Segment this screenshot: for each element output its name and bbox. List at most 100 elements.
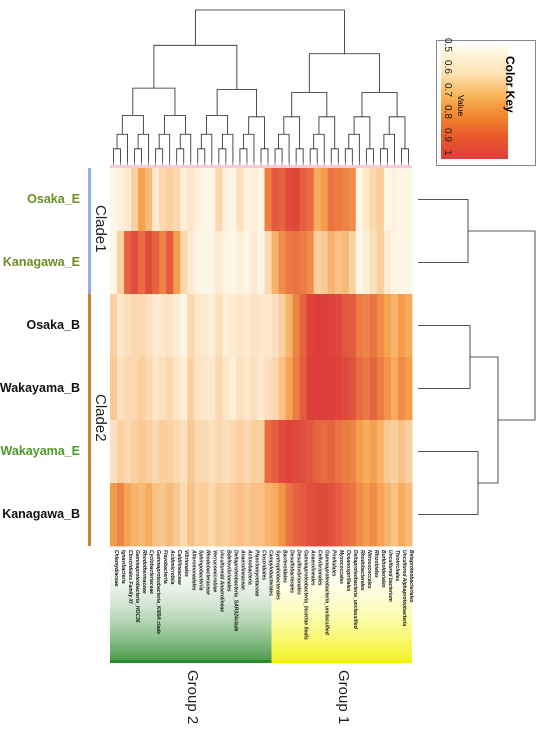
clade-label: Clade2 bbox=[92, 394, 109, 442]
heatmap-cell bbox=[369, 168, 378, 232]
heatmap-cell bbox=[285, 357, 294, 421]
heatmap-cell bbox=[299, 483, 308, 547]
heatmap-cell bbox=[194, 294, 202, 358]
color-key-tick: 0.9 bbox=[442, 127, 453, 142]
heatmap-cell bbox=[194, 483, 202, 547]
column-label: Gammaproteobacteria_unclassified bbox=[324, 550, 330, 636]
column-dendrogram-branch bbox=[155, 148, 164, 162]
column-dendrogram-branch bbox=[121, 115, 144, 135]
heatmap-cell bbox=[131, 294, 139, 358]
heatmap-cell bbox=[271, 420, 279, 484]
heatmap-cell bbox=[250, 357, 258, 421]
heatmap-cell bbox=[257, 231, 265, 295]
heatmap-cell bbox=[320, 294, 329, 358]
heatmap-cell bbox=[110, 168, 118, 232]
column-dendrogram-branch bbox=[221, 133, 234, 162]
heatmap-cell bbox=[166, 168, 174, 232]
clade-bar bbox=[88, 168, 91, 294]
column-dendrogram-branch bbox=[308, 53, 380, 93]
column-dendrogram-branch bbox=[239, 148, 248, 162]
heatmap-cell bbox=[187, 420, 195, 484]
column-dendrogram-branch bbox=[260, 148, 269, 162]
heatmap-cell bbox=[264, 357, 272, 421]
heatmap-cell bbox=[285, 168, 294, 232]
column-label: Unculturedd Anaerolineae bbox=[218, 550, 224, 612]
heatmap-cell bbox=[355, 231, 364, 295]
heatmap-cell bbox=[152, 168, 160, 232]
group-bar bbox=[110, 660, 272, 663]
heatmap-cell bbox=[229, 357, 237, 421]
heatmap-cell bbox=[341, 483, 350, 547]
heatmap-cell bbox=[166, 231, 174, 295]
heatmap-cell bbox=[355, 168, 364, 232]
column-label: Desulfobacterales bbox=[289, 550, 295, 593]
heatmap-cell bbox=[362, 483, 371, 547]
heatmap-cell bbox=[159, 357, 167, 421]
heatmap-cell bbox=[264, 483, 272, 547]
heatmap-cell bbox=[320, 231, 329, 295]
row-label: Osaka_E bbox=[27, 191, 80, 206]
heatmap-cell bbox=[250, 231, 258, 295]
heatmap-cell bbox=[341, 294, 350, 358]
column-dendrogram-branch bbox=[206, 115, 229, 135]
row-label: Wakayama_B bbox=[0, 380, 80, 395]
heatmap-cell bbox=[208, 231, 216, 295]
heatmap-cell bbox=[229, 231, 237, 295]
heatmap-cell bbox=[285, 231, 294, 295]
column-dendrogram-branch bbox=[113, 148, 121, 162]
heatmap-cell bbox=[362, 294, 371, 358]
heatmap-cell bbox=[138, 483, 146, 547]
heatmap-cell bbox=[278, 168, 286, 232]
heatmap-cell bbox=[180, 168, 188, 232]
heatmap-cell bbox=[152, 231, 160, 295]
heatmap-cell bbox=[313, 357, 322, 421]
column-dendrogram-branch bbox=[132, 87, 176, 116]
heatmap-cell bbox=[110, 357, 118, 421]
heatmap-cell bbox=[390, 420, 399, 484]
column-dendrogram-branch bbox=[153, 44, 238, 90]
heatmap-cell bbox=[201, 168, 209, 232]
heatmap-cell bbox=[397, 420, 406, 484]
heatmap-cell bbox=[236, 231, 244, 295]
column-dendrogram-branch bbox=[388, 116, 406, 149]
heatmap-cell bbox=[299, 357, 308, 421]
heatmap-cell bbox=[390, 357, 399, 421]
column-label: Clostridiales Family XI bbox=[127, 550, 133, 604]
heatmap-cell bbox=[145, 294, 153, 358]
heatmap-cell bbox=[257, 357, 265, 421]
heatmap-cell bbox=[334, 420, 343, 484]
column-label: Rhodobacteraceae bbox=[204, 550, 210, 595]
heatmap-cell bbox=[348, 420, 357, 484]
heatmap-cell bbox=[208, 294, 216, 358]
column-dendrogram-branch bbox=[309, 148, 318, 162]
column-label: Clostridiales bbox=[261, 550, 267, 580]
heatmap-cell bbox=[110, 420, 118, 484]
clade-label: Clade1 bbox=[92, 205, 109, 253]
heatmap-cell bbox=[166, 420, 174, 484]
heatmap-cell bbox=[131, 420, 139, 484]
column-label: Caldilineaceae bbox=[176, 550, 182, 585]
heatmap-cell bbox=[152, 294, 160, 358]
heatmap-cell bbox=[271, 168, 279, 232]
row-dendrogram-branch bbox=[470, 356, 499, 484]
heatmap-cell bbox=[138, 294, 146, 358]
heatmap-cell bbox=[145, 231, 153, 295]
column-label: Chlamydiaceae bbox=[113, 550, 119, 587]
column-dendrogram-branch bbox=[164, 115, 186, 135]
heatmap-cell bbox=[278, 294, 286, 358]
column-dendrogram-branch bbox=[383, 133, 395, 162]
heatmap-cell bbox=[404, 420, 413, 484]
heatmap-cell bbox=[285, 420, 294, 484]
heatmap-cell bbox=[173, 294, 181, 358]
heatmap-cell bbox=[334, 483, 343, 547]
heatmap-cell bbox=[299, 168, 308, 232]
row-dendrogram-branch bbox=[418, 325, 471, 389]
heatmap-cell bbox=[173, 231, 181, 295]
heatmap-cell bbox=[215, 357, 223, 421]
column-dendrogram-branch bbox=[248, 116, 265, 149]
heatmap-cell bbox=[383, 231, 392, 295]
heatmap-cell bbox=[376, 357, 385, 421]
heatmap-cell bbox=[180, 294, 188, 358]
heatmap-cell bbox=[173, 483, 181, 547]
